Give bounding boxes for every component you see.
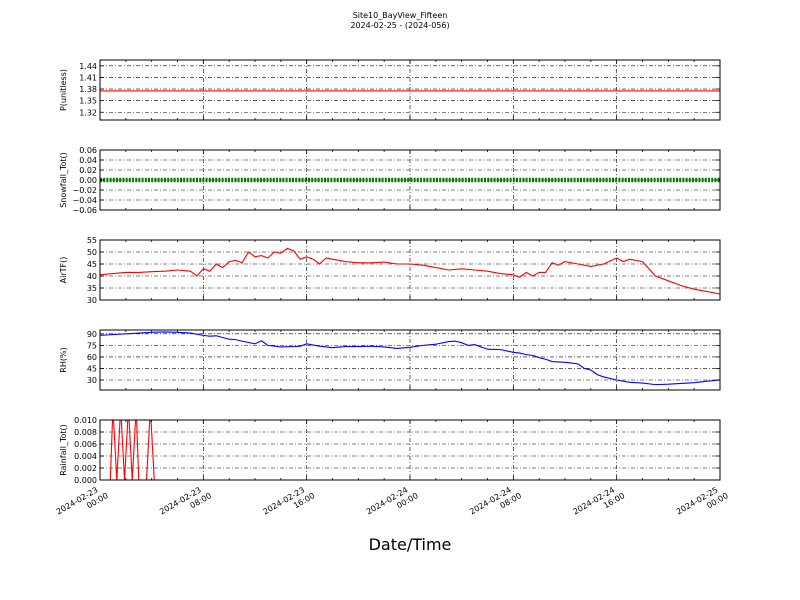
series-line: [100, 247, 720, 295]
y-tick-label: 0.006: [74, 440, 97, 449]
y-tick-label: 75: [87, 341, 97, 350]
y-tick-label: 0.004: [74, 452, 97, 461]
y-tick-label: 90: [87, 330, 97, 339]
y-tick-label: 0.04: [79, 156, 97, 165]
y-tick-label: 0.02: [79, 166, 97, 175]
y-tick-label: 0.00: [79, 176, 97, 185]
y-tick-label: 1.38: [79, 85, 97, 94]
y-tick-label: 60: [87, 353, 97, 362]
panel-3: 90 75 60 45 30 RH(%): [59, 329, 721, 391]
y-tick-label: 45: [87, 260, 97, 269]
panel-2: 55 50 45 40 35 30 AirTF(): [59, 236, 721, 305]
y-tick-label: 30: [87, 376, 97, 385]
y-tick-label: 0.010: [74, 416, 97, 425]
panel-0: 1.44 1.41 1.38 1.35 1.32 P(unitless): [59, 59, 721, 121]
y-tick-label: 50: [87, 248, 97, 257]
y-axis-label: Snowfall_Tot(): [59, 152, 68, 208]
y-tick-label: −0.04: [72, 196, 97, 205]
panel-1: 0.060.040.020.00−0.02−0.04−0.06 Snowfall_…: [59, 146, 721, 215]
series-line: [100, 420, 720, 480]
y-axis-label: Rainfall_Tot(): [59, 424, 68, 476]
y-tick-label: −0.06: [72, 206, 97, 215]
x-axis-label: Date/Time: [368, 535, 452, 554]
y-tick-label: −0.02: [72, 186, 97, 195]
y-tick-label: 1.41: [79, 73, 97, 82]
y-tick-label: 0.008: [74, 428, 97, 437]
chart-subtitle: 2024-02-25 - (2024-056): [350, 21, 450, 30]
y-tick-label: 0.000: [74, 476, 97, 485]
y-tick-label: 40: [87, 272, 97, 281]
panel-4: 0.010 0.008 0.006 0.004 0.002 0.000 Rainfall_T…: [59, 416, 721, 485]
y-axis-label: AirTF(): [59, 257, 68, 284]
y-tick-label: 35: [87, 284, 97, 293]
y-tick-label: 45: [87, 364, 97, 373]
y-tick-label: 30: [87, 296, 97, 305]
y-tick-label: 0.06: [79, 146, 97, 155]
y-tick-label: 1.35: [79, 97, 97, 106]
y-axis-label: RH(%): [59, 347, 68, 372]
y-tick-label: 0.002: [74, 464, 97, 473]
series-line: [100, 331, 720, 386]
y-tick-label: 55: [87, 236, 97, 245]
y-axis-label: P(unitless): [59, 69, 68, 111]
y-tick-label: 1.32: [79, 108, 97, 117]
y-tick-label: 1.44: [79, 62, 97, 71]
chart-title: Site10_BayView_Fifteen: [352, 11, 448, 20]
